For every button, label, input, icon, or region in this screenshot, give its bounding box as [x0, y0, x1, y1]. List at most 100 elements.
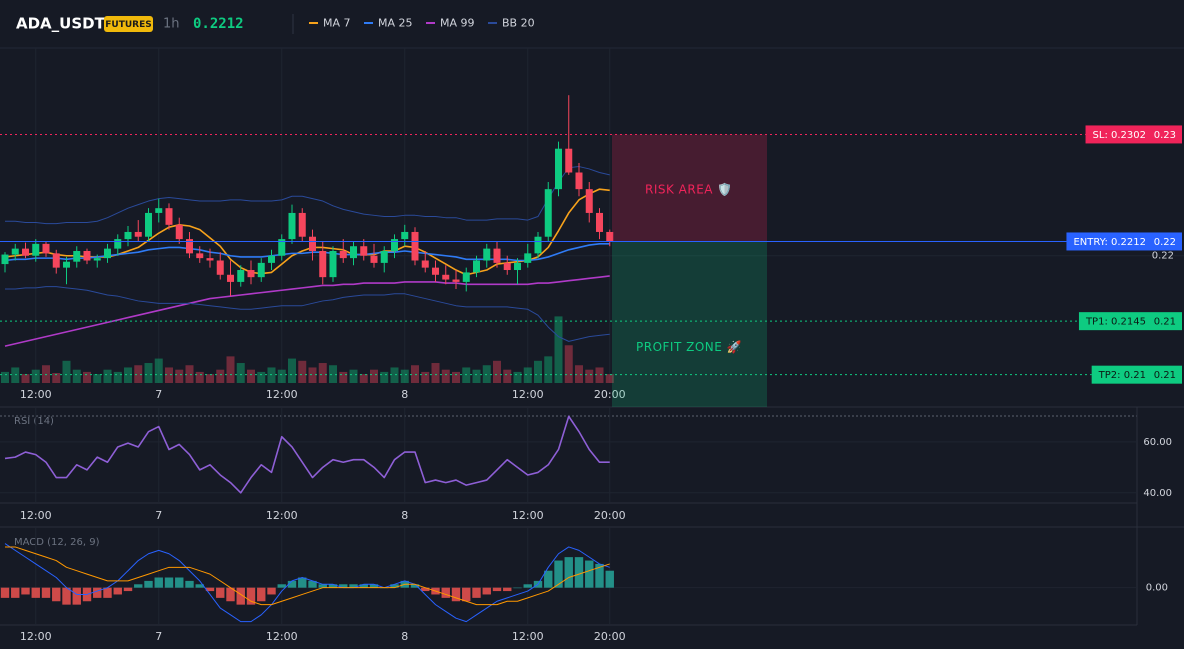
- macd-histogram-bar: [564, 557, 573, 588]
- macd-histogram-bar: [175, 577, 184, 588]
- symbol: ADA_USDT: [16, 15, 106, 33]
- macd-histogram-bar: [554, 560, 563, 588]
- macd-line: [5, 546, 610, 606]
- volume-bar: [103, 369, 112, 383]
- candle-body: [237, 270, 245, 282]
- macd-histogram-bar: [267, 587, 276, 595]
- macd-histogram-bar: [287, 580, 297, 588]
- candle-body: [93, 258, 101, 261]
- candle-body: [134, 231, 142, 237]
- macd-histogram-bar: [236, 587, 245, 605]
- macd-histogram-bar: [93, 587, 102, 598]
- candle-body: [483, 248, 491, 261]
- macd-histogram-bar: [503, 587, 512, 592]
- legend-label: BB 20: [502, 17, 535, 30]
- volume-bar: [544, 356, 553, 383]
- volume-bar: [124, 367, 132, 383]
- macd-histogram-bar: [72, 587, 81, 605]
- candle-body: [473, 260, 480, 273]
- level-axis-label: 0.21: [1154, 317, 1176, 328]
- badge: FUTURES: [105, 20, 151, 30]
- interval: 1h: [163, 17, 180, 32]
- volume-bar: [349, 369, 358, 383]
- macd-histogram-bar: [544, 570, 553, 588]
- volume-bar: [267, 367, 276, 383]
- candle-body: [514, 262, 521, 271]
- candle-body: [360, 246, 368, 256]
- candle-body: [104, 248, 111, 259]
- volume-bar: [503, 369, 512, 383]
- last-price: 0.2212: [193, 16, 244, 32]
- macd-title: MACD (12, 26, 9): [14, 537, 100, 548]
- volume-bar: [554, 316, 563, 383]
- volume-bar: [52, 373, 61, 383]
- volume-bar: [21, 374, 30, 383]
- macd-histogram-bar: [113, 587, 122, 595]
- zone-label: RISK AREA 🛡️: [645, 182, 733, 196]
- candle-body: [575, 172, 583, 190]
- macd-histogram-bar: [134, 584, 143, 588]
- candle-body: [22, 248, 29, 256]
- candle-body: [73, 250, 81, 262]
- volume-bar: [400, 369, 409, 383]
- candle-body: [462, 272, 470, 282]
- volume-bar: [31, 369, 40, 383]
- candle-body: [565, 148, 573, 173]
- volume-bar: [534, 360, 542, 383]
- candle-body: [186, 239, 193, 254]
- x-tick-label: 12:00: [266, 630, 298, 643]
- candle-body: [329, 250, 337, 278]
- level-label: SL: 0.2302: [1093, 130, 1146, 141]
- x-tick-label: 12:00: [512, 509, 544, 522]
- volume-bar: [318, 363, 327, 383]
- macd-histogram-bar: [11, 587, 20, 598]
- volume-bar: [380, 371, 389, 383]
- macd-histogram-bar: [390, 584, 399, 588]
- candle-body: [370, 255, 378, 263]
- volume-bar: [370, 369, 378, 383]
- macd-histogram-bar: [574, 557, 584, 588]
- candle-body: [165, 208, 173, 225]
- volume-bar: [226, 356, 235, 383]
- macd-histogram-bar: [513, 587, 522, 589]
- volume-bar: [236, 363, 245, 383]
- volume-bar: [83, 371, 91, 383]
- volume-bar: [421, 371, 430, 383]
- candle-body: [555, 148, 562, 190]
- macd-histogram-bar: [0, 587, 10, 598]
- volume-bar: [441, 369, 450, 383]
- level-box: [1091, 365, 1182, 384]
- volume-bar: [11, 367, 20, 383]
- volume-bar: [472, 369, 481, 383]
- macd-histogram-bar: [226, 587, 235, 602]
- macd-line: [4, 543, 610, 623]
- level-axis-label: 0.23: [1154, 130, 1176, 141]
- volume-bar: [62, 360, 71, 383]
- volume-bar: [523, 367, 532, 383]
- macd-histogram-bar: [492, 587, 502, 592]
- volume-bar: [72, 369, 81, 383]
- bb-upper: [5, 166, 610, 225]
- volume-bar: [329, 365, 337, 383]
- volume-bar: [93, 374, 102, 383]
- macd-histogram-bar: [421, 587, 430, 592]
- y-tick-label: 60.00: [1143, 437, 1172, 448]
- candle-body: [42, 243, 50, 254]
- volume-bar: [42, 365, 50, 383]
- x-tick-label: 12:00: [512, 630, 544, 643]
- volume-bar: [482, 365, 491, 383]
- macd-histogram-bar: [144, 580, 153, 588]
- candle-body: [452, 279, 460, 282]
- candle-body: [432, 267, 439, 275]
- candle-body: [524, 253, 532, 263]
- volume-bar: [595, 367, 604, 383]
- macd-histogram-bar: [195, 584, 204, 588]
- volume-bar: [247, 369, 255, 383]
- y-tick-label: 0.00: [1146, 583, 1168, 594]
- volume-bar: [134, 365, 143, 383]
- level-axis-label: 0.22: [1154, 237, 1176, 248]
- volume-bar: [206, 374, 214, 383]
- candle-body: [278, 239, 286, 256]
- volume-bar: [1, 371, 9, 383]
